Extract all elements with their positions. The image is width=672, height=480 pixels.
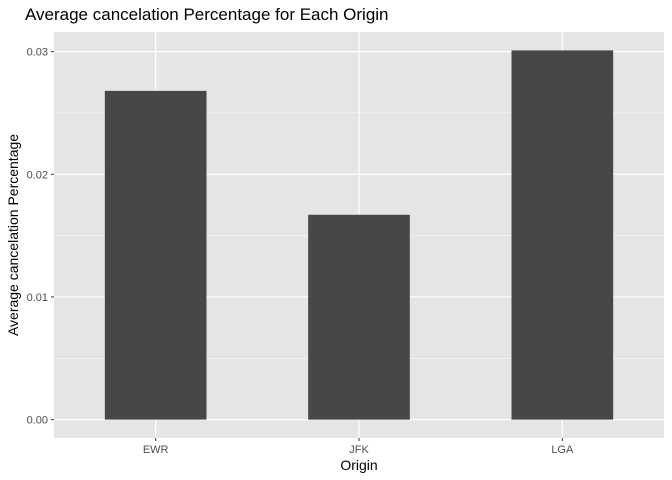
y-axis-title: Average cancelation Percentage	[5, 134, 21, 336]
x-tick-label: JFK	[349, 444, 369, 456]
bar-jfk	[308, 214, 410, 420]
x-tick-label: EWR	[143, 444, 169, 456]
bar-ewr	[104, 90, 207, 420]
y-tick-label: 0.01	[27, 292, 48, 304]
y-tick-label: 0.00	[27, 415, 48, 427]
x-axis-title: Origin	[340, 457, 377, 473]
x-tick-label: LGA	[551, 444, 574, 456]
x-axis: EWR JFK LGA	[143, 438, 574, 456]
bar-lga	[511, 50, 614, 420]
y-axis: 0.00 0.01 0.02 0.03	[27, 47, 54, 427]
bars	[104, 50, 614, 420]
chart-title: Average cancelation Percentage for Each …	[25, 5, 389, 24]
y-tick-label: 0.02	[27, 169, 48, 181]
y-tick-label: 0.03	[27, 47, 48, 59]
